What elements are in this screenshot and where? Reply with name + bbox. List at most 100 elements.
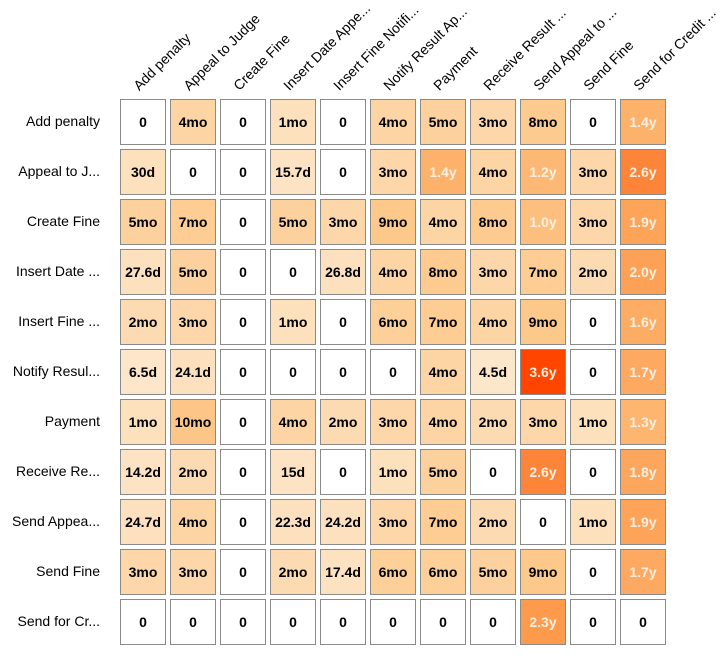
heatmap-cell: 3mo — [170, 299, 216, 345]
column-label: Send for Credit ... — [630, 4, 716, 94]
heatmap-cell: 14.2d — [120, 449, 166, 495]
heatmap-cell: 2.6y — [520, 449, 566, 495]
heatmap-cell: 9mo — [370, 199, 416, 245]
heatmap-cell: 1mo — [120, 399, 166, 445]
heatmap-cell: 10mo — [170, 399, 216, 445]
heatmap-cell: 26.8d — [320, 249, 366, 295]
heatmap-cell: 0 — [220, 249, 266, 295]
heatmap-cell: 6mo — [370, 549, 416, 595]
heatmap-cell: 5mo — [170, 249, 216, 295]
row-label: Send for Cr... — [17, 613, 100, 629]
heatmap-cell: 1.9y — [620, 199, 666, 245]
heatmap-cell: 0 — [570, 599, 616, 645]
heatmap-cell: 0 — [320, 349, 366, 395]
heatmap-cell: 0 — [220, 449, 266, 495]
heatmap-cell: 1mo — [370, 449, 416, 495]
heatmap-cell: 4mo — [170, 499, 216, 545]
row-label: Appeal to J... — [18, 163, 100, 179]
row-label: Add penalty — [26, 113, 100, 129]
heatmap-cell: 9mo — [520, 299, 566, 345]
heatmap-cell: 1mo — [270, 99, 316, 145]
heatmap-cell: 2mo — [320, 399, 366, 445]
heatmap-cell: 15.7d — [270, 149, 316, 195]
heatmap-cell: 0 — [570, 549, 616, 595]
heatmap-cell: 2.0y — [620, 249, 666, 295]
heatmap-cell: 1.7y — [620, 549, 666, 595]
heatmap-cell: 1.2y — [520, 149, 566, 195]
heatmap-cell: 3mo — [370, 499, 416, 545]
heatmap-cell: 6.5d — [120, 349, 166, 395]
heatmap-cell: 3mo — [570, 149, 616, 195]
heatmap-cell: 5mo — [420, 449, 466, 495]
heatmap-cell: 0 — [470, 449, 516, 495]
heatmap-cell: 0 — [320, 299, 366, 345]
heatmap-cell: 1.6y — [620, 299, 666, 345]
heatmap-cell: 0 — [470, 599, 516, 645]
row-label: Send Fine — [36, 563, 100, 579]
heatmap-cell: 5mo — [270, 199, 316, 245]
row-label: Payment — [44, 413, 100, 429]
heatmap-cell: 1mo — [570, 399, 616, 445]
heatmap-cell: 3mo — [570, 199, 616, 245]
heatmap-cell: 0 — [320, 99, 366, 145]
heatmap-cell: 4mo — [270, 399, 316, 445]
heatmap-cell: 0 — [320, 149, 366, 195]
heatmap-cell: 22.3d — [270, 499, 316, 545]
heatmap-cell: 0 — [220, 149, 266, 195]
heatmap-cell: 1.7y — [620, 349, 666, 395]
heatmap-cell: 7mo — [420, 499, 466, 545]
heatmap-cell: 0 — [320, 449, 366, 495]
heatmap-cell: 3mo — [520, 399, 566, 445]
heatmap-cell: 2mo — [470, 499, 516, 545]
heatmap-cell: 7mo — [170, 199, 216, 245]
heatmap-cell: 8mo — [520, 99, 566, 145]
heatmap-cell: 7mo — [420, 299, 466, 345]
heatmap-cell: 0 — [220, 499, 266, 545]
heatmap-cell: 0 — [370, 349, 416, 395]
heatmap-cell: 24.7d — [120, 499, 166, 545]
heatmap-cell: 3mo — [370, 149, 416, 195]
heatmap-cell: 0 — [220, 199, 266, 245]
heatmap-cell: 4mo — [370, 249, 416, 295]
row-label: Insert Date ... — [15, 263, 100, 279]
heatmap-cell: 0 — [220, 549, 266, 595]
heatmap-cell: 0 — [520, 499, 566, 545]
heatmap-cell: 4.5d — [470, 349, 516, 395]
heatmap-cell: 1.4y — [620, 99, 666, 145]
heatmap-cell: 0 — [120, 99, 166, 145]
heatmap-cell: 30d — [120, 149, 166, 195]
heatmap-cell: 1.9y — [620, 499, 666, 545]
heatmap-cell: 0 — [420, 599, 466, 645]
heatmap-cell: 0 — [270, 249, 316, 295]
heatmap-cell: 1mo — [270, 299, 316, 345]
heatmap-cell: 8mo — [420, 249, 466, 295]
heatmap-cell: 0 — [120, 599, 166, 645]
heatmap-cell: 3mo — [470, 249, 516, 295]
heatmap-cell: 9mo — [520, 549, 566, 595]
heatmap-cell: 3mo — [370, 399, 416, 445]
heatmap-cell: 24.1d — [170, 349, 216, 395]
heatmap-cell: 3mo — [120, 549, 166, 595]
heatmap-cell: 0 — [220, 399, 266, 445]
heatmap-cell: 0 — [220, 599, 266, 645]
heatmap-cell: 17.4d — [320, 549, 366, 595]
heatmap-cell: 24.2d — [320, 499, 366, 545]
heatmap-cell: 27.6d — [120, 249, 166, 295]
heatmap-cell: 0 — [170, 599, 216, 645]
heatmap-cell: 2.6y — [620, 149, 666, 195]
heatmap-cell: 5mo — [470, 549, 516, 595]
heatmap-cell: 2.3y — [520, 599, 566, 645]
heatmap-cell: 0 — [570, 99, 616, 145]
row-label: Create Fine — [26, 213, 100, 229]
heatmap-cell: 3mo — [470, 99, 516, 145]
heatmap-cell: 5mo — [120, 199, 166, 245]
heatmap-cell: 2mo — [120, 299, 166, 345]
heatmap-cell: 3mo — [170, 549, 216, 595]
heatmap-cell: 2mo — [570, 249, 616, 295]
column-label: Receive Result ... — [480, 4, 569, 94]
heatmap-cell: 15d — [270, 449, 316, 495]
heatmap-cell: 0 — [170, 149, 216, 195]
heatmap-cell: 1.3y — [620, 399, 666, 445]
heatmap-cell: 0 — [270, 599, 316, 645]
